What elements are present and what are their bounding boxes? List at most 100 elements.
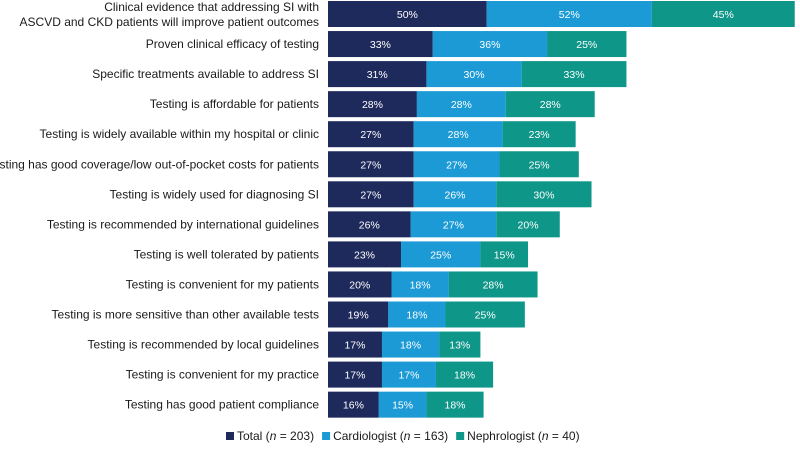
legend-label-nephrologist: Nephrologist (n = 40) xyxy=(467,429,579,443)
bar-segment-nephrologist xyxy=(496,211,560,238)
bar-segment-nephrologist xyxy=(521,61,627,88)
data-label: 30% xyxy=(464,69,485,81)
data-label: 33% xyxy=(564,69,585,81)
bar-segment-nephrologist xyxy=(445,301,525,328)
bar-segment-nephrologist xyxy=(480,241,529,268)
bar-segment-total xyxy=(328,1,487,27)
data-label: 16% xyxy=(343,400,364,412)
data-label: 18% xyxy=(406,310,427,322)
legend-swatch-cardiologist xyxy=(322,432,331,440)
category-label: Testing is convenient for my practice xyxy=(126,368,320,382)
data-label: 20% xyxy=(349,279,370,291)
bar-segment-total xyxy=(328,211,411,238)
category-label: Specific treatments available to address… xyxy=(92,67,319,81)
legend-swatch-total xyxy=(226,432,234,440)
bar-segment-nephrologist xyxy=(448,271,538,298)
data-label: 19% xyxy=(348,310,369,322)
category-label: Testing has good patient compliance xyxy=(125,398,319,412)
data-label: 36% xyxy=(479,39,500,51)
bar-segment-cardiologist xyxy=(388,301,446,328)
bar-segment-cardiologist xyxy=(391,271,449,298)
data-label: 28% xyxy=(540,99,561,111)
category-label: Clinical evidence that addressing SI wit… xyxy=(20,0,319,29)
data-label: 20% xyxy=(518,219,539,231)
data-label: 18% xyxy=(444,400,465,412)
bar-segment-total xyxy=(328,91,417,118)
bar-segment-total xyxy=(328,361,382,388)
category-label: Testing is convenient for my patients xyxy=(126,277,319,291)
bar-segment-total xyxy=(328,31,433,58)
bar-segment-total xyxy=(328,331,382,358)
bars-group: 50% 52% 45% 33% 36% 25% 31% 30% 33% 28% 28% 28% 27% 2… xyxy=(328,1,795,418)
data-label: 27% xyxy=(360,159,381,171)
data-label: 26% xyxy=(359,219,380,231)
bar-segment-nephrologist xyxy=(426,391,484,418)
data-label: 28% xyxy=(448,129,469,141)
legend-swatch-nephrologist xyxy=(456,432,465,440)
bar-segment-cardiologist xyxy=(410,211,497,238)
category-label: Testing is more sensitive than other ava… xyxy=(52,308,319,322)
category-label: Testing is widely available within my ho… xyxy=(40,127,319,141)
data-label: 27% xyxy=(360,189,381,201)
bar-segment-nephrologist xyxy=(496,181,592,208)
data-label: 13% xyxy=(449,340,470,352)
data-label: 27% xyxy=(360,129,381,141)
bar-segment-cardiologist xyxy=(401,241,481,268)
bar-segment-cardiologist xyxy=(381,361,436,388)
data-label: 17% xyxy=(398,370,419,382)
data-label: 18% xyxy=(454,370,475,382)
bar-segment-cardiologist xyxy=(432,31,548,58)
bar-segment-cardiologist xyxy=(413,121,503,148)
bar-segment-cardiologist xyxy=(413,151,500,178)
category-labels-group: Clinical evidence that addressing SI wit… xyxy=(0,0,319,412)
bar-segment-nephrologist xyxy=(435,361,494,388)
data-label: 28% xyxy=(483,279,504,291)
bar-segment-total xyxy=(328,181,414,208)
data-label: 26% xyxy=(444,189,465,201)
bar-segment-cardiologist xyxy=(486,1,652,27)
data-label: 25% xyxy=(430,249,451,261)
bar-segment-total xyxy=(328,151,414,178)
bar-segment-cardiologist xyxy=(381,331,440,358)
category-label: Testing is well tolerated by patients xyxy=(134,247,319,261)
data-label: 25% xyxy=(529,159,550,171)
category-label: Testing is recommended by local guidelin… xyxy=(88,338,319,352)
data-label: 52% xyxy=(559,9,580,21)
data-label: 25% xyxy=(475,310,496,322)
bar-segment-total xyxy=(328,271,392,298)
data-label: 45% xyxy=(713,9,734,21)
bar-segment-total xyxy=(328,61,427,88)
category-label: Testing is affordable for patients xyxy=(150,97,319,111)
data-label: 23% xyxy=(529,129,550,141)
data-label: 23% xyxy=(354,249,375,261)
bar-segment-nephrologist xyxy=(502,121,576,148)
category-label: Testing has good coverage/low out-of-poc… xyxy=(0,157,319,171)
data-label: 17% xyxy=(344,340,365,352)
bar-segment-cardiologist xyxy=(378,391,427,418)
category-label: Proven clinical efficacy of testing xyxy=(146,37,319,51)
bar-segment-total xyxy=(328,121,414,148)
data-label: 50% xyxy=(397,9,418,21)
data-label: 28% xyxy=(362,99,383,111)
category-label: Testing is recommended by international … xyxy=(47,217,319,231)
data-label: 15% xyxy=(392,400,413,412)
bar-segment-nephrologist xyxy=(439,331,481,358)
data-label: 15% xyxy=(494,249,515,261)
data-label: 18% xyxy=(410,279,431,291)
data-label: 28% xyxy=(451,99,472,111)
bar-segment-total xyxy=(328,301,389,328)
bar-segment-total xyxy=(328,391,379,418)
bar-segment-total xyxy=(328,241,402,268)
legend: Total (n = 203) Cardiologist (n = 163) Nep… xyxy=(226,429,580,443)
legend-label-cardiologist: Cardiologist (n = 163) xyxy=(333,429,448,443)
data-label: 27% xyxy=(446,159,467,171)
data-label: 17% xyxy=(344,370,365,382)
data-label: 31% xyxy=(367,69,388,81)
data-label: 27% xyxy=(443,219,464,231)
data-label: 18% xyxy=(400,340,421,352)
bar-segment-nephrologist xyxy=(651,1,795,27)
data-label: 25% xyxy=(576,39,597,51)
bar-segment-cardiologist xyxy=(413,181,497,208)
legend-label-total: Total (n = 203) xyxy=(237,429,314,443)
